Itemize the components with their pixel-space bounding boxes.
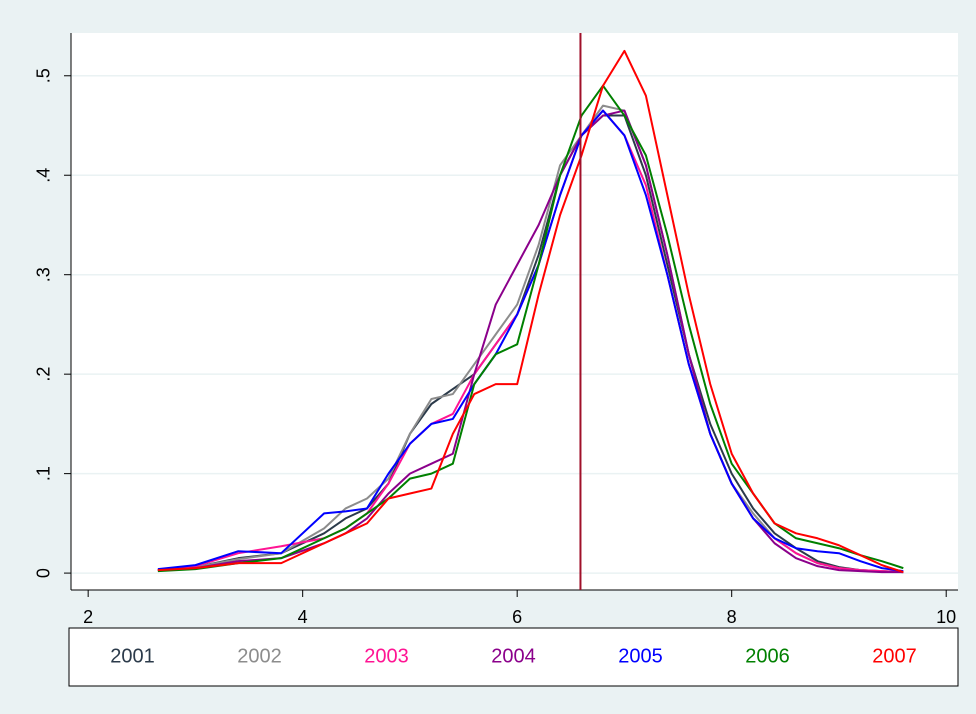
legend-label: 2007 <box>872 645 917 667</box>
series-line <box>157 49 904 574</box>
x-tick-label: 6 <box>512 607 522 627</box>
plot-area <box>71 33 958 590</box>
y-tick-label: .1 <box>34 466 54 481</box>
x-tick-label: 2 <box>83 607 93 627</box>
y-tick-label: .3 <box>34 267 54 282</box>
legend-label: 2003 <box>364 645 409 667</box>
legend-label: 2001 <box>110 645 155 667</box>
y-tick-label: .5 <box>34 68 54 83</box>
legend-label: 2004 <box>491 645 536 667</box>
y-tick-label: .2 <box>34 367 54 382</box>
y-tick-label: 0 <box>34 568 54 578</box>
y-tick-label: .4 <box>34 168 54 183</box>
x-tick-label: 4 <box>298 607 308 627</box>
x-tick-label: 8 <box>727 607 737 627</box>
legend-label: 2005 <box>618 645 663 667</box>
series-line <box>157 84 904 573</box>
legend-label: 2006 <box>745 645 790 667</box>
legend-box <box>68 627 959 687</box>
x-tick-label: 10 <box>936 607 956 627</box>
legend-label: 2002 <box>237 645 282 667</box>
series-line <box>157 109 904 573</box>
